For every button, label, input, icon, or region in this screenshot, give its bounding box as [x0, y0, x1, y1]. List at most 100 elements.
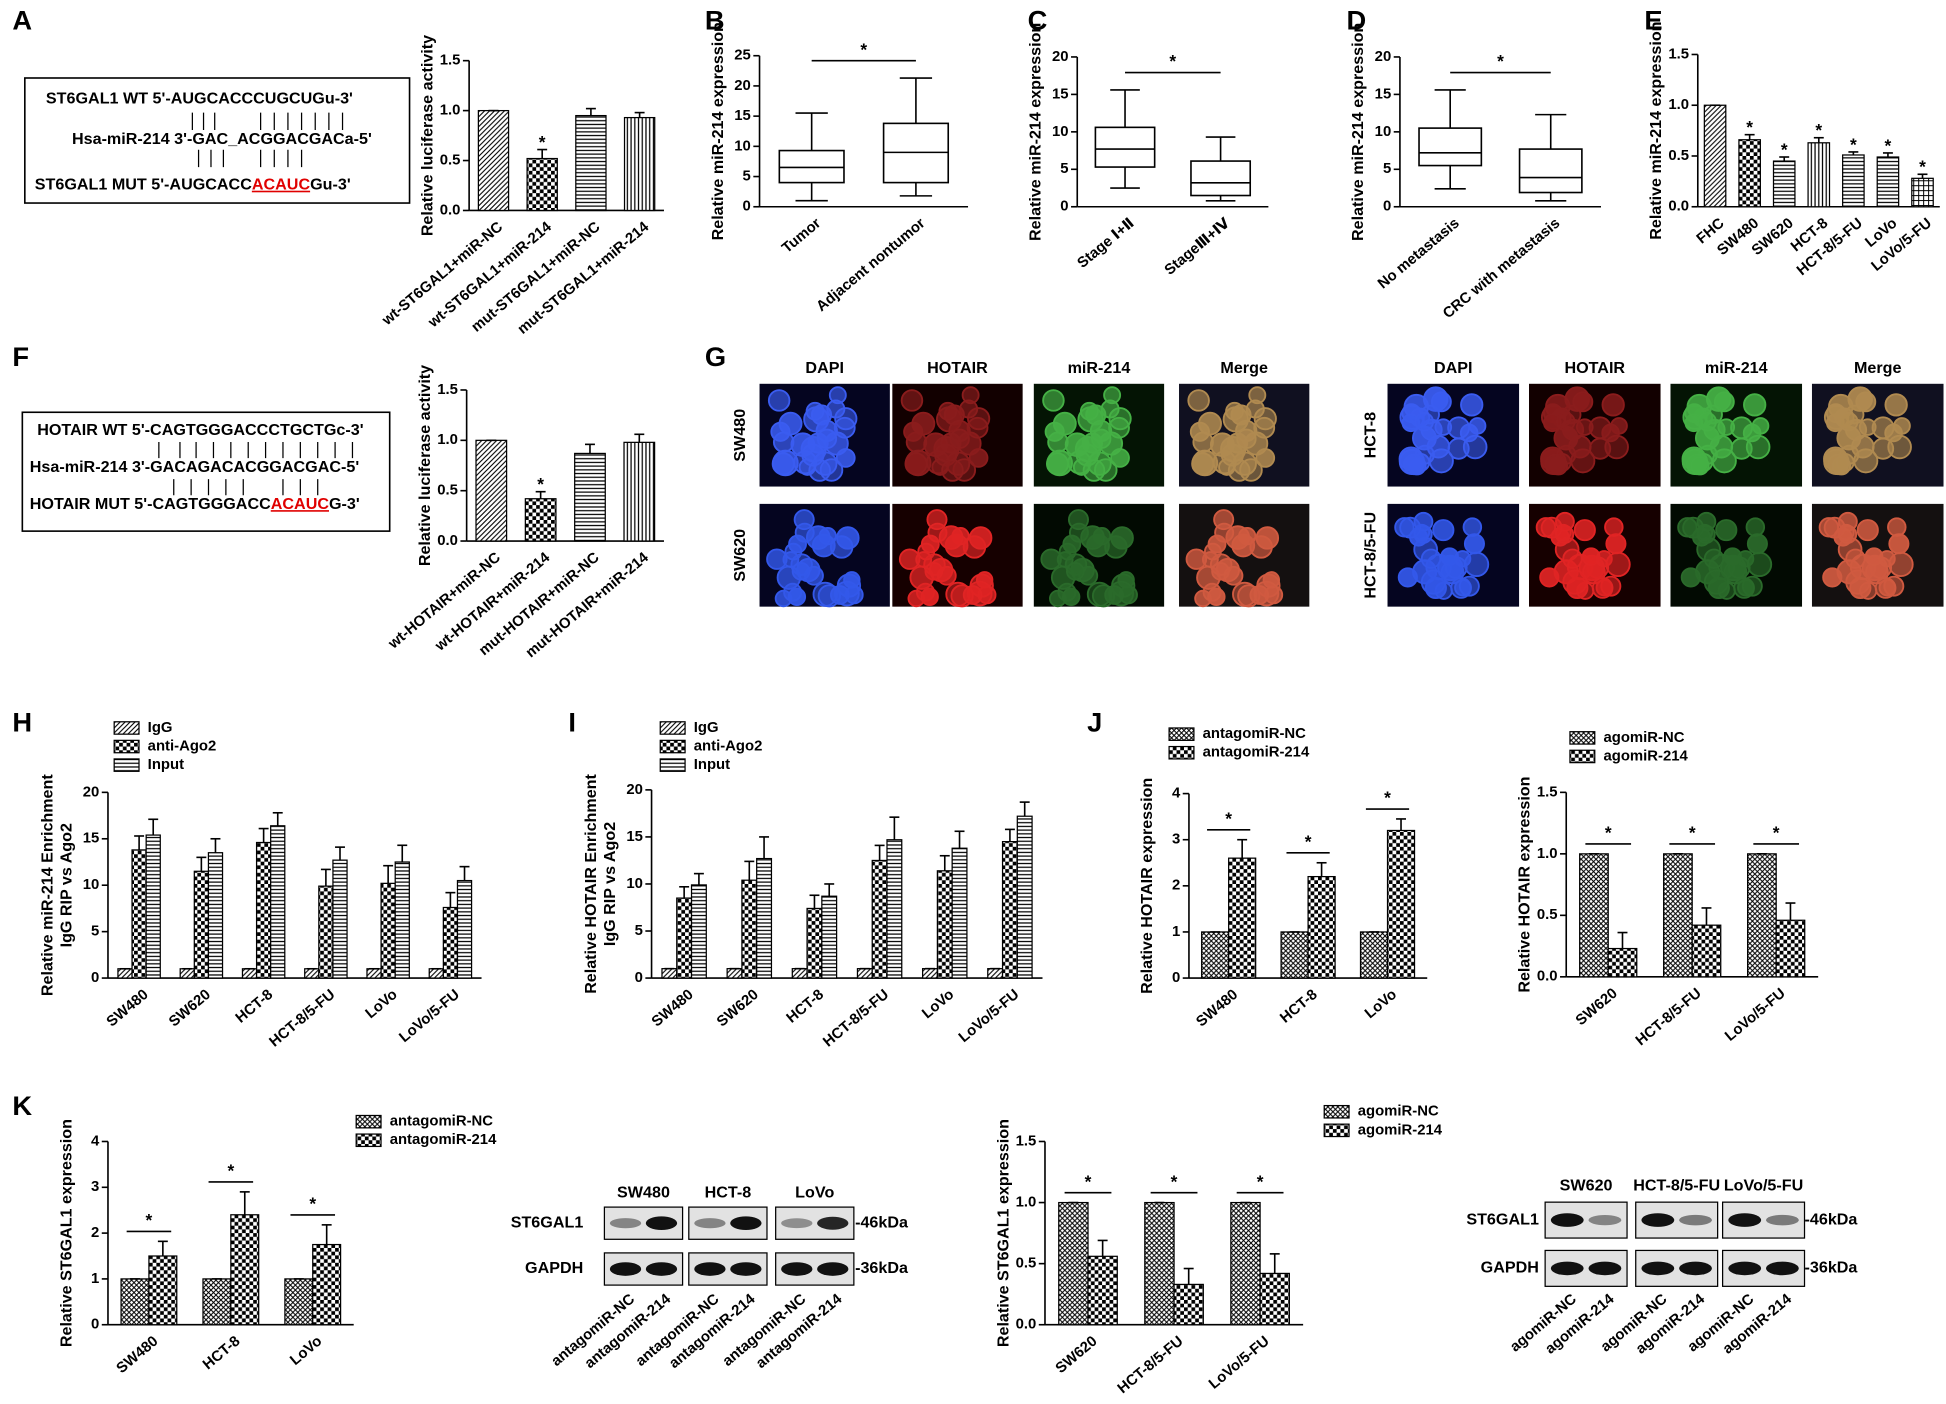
cell: [966, 416, 989, 439]
y-tick-label: 10: [1375, 124, 1392, 140]
legend-label: agomiR-NC: [1603, 730, 1684, 746]
y-tick-label: 20: [83, 784, 100, 800]
y-axis-label: Relative miR-214 expression: [1027, 23, 1045, 241]
cell: [1887, 517, 1907, 537]
cell: [1253, 416, 1276, 439]
cell: [1110, 448, 1130, 468]
significance: *: [1225, 808, 1232, 828]
error-bar: [134, 835, 145, 850]
cell: [917, 542, 936, 561]
sequence-part: Gu-3': [310, 176, 351, 194]
y-tick-label: 1.0: [440, 103, 461, 119]
cell: [1682, 516, 1705, 539]
y-tick-label: 1.0: [437, 432, 458, 448]
y-tick-label: 4: [1172, 786, 1181, 802]
cell: [1399, 516, 1422, 539]
cell: [1225, 401, 1244, 421]
sequence-line: HOTAIR MUT 5'-CAGTGGGACCACAUCG-3': [30, 495, 360, 513]
y-tick-label: 2: [1172, 878, 1180, 894]
bar: [456, 879, 473, 979]
bar: [1359, 931, 1389, 979]
x-tick-label: HCT-8: [1277, 987, 1320, 1027]
y-axis-label: Relative luciferase activity: [416, 365, 434, 566]
y-tick-label: 0.5: [1668, 148, 1689, 164]
bar: [255, 841, 272, 979]
bar: [1386, 829, 1416, 979]
legend-swatch: [355, 1133, 382, 1148]
cell: [805, 401, 825, 421]
bar: [661, 968, 678, 979]
panel-label: I: [568, 706, 576, 737]
x-tick-label: HCT-8/5-FU: [267, 987, 339, 1051]
cell: [1570, 448, 1596, 474]
error-bar: [939, 854, 950, 871]
x-tick-label: LoVo/5-FU: [1722, 985, 1788, 1044]
y-axis-label: IgG RIP vs Ago2: [601, 822, 619, 946]
legend-label: IgG: [148, 720, 173, 736]
bar: [1579, 853, 1609, 978]
x-tick-label: HCT-8/5-FU: [820, 987, 892, 1051]
cell: [1733, 577, 1755, 599]
error-bar: [397, 844, 408, 862]
y-tick-label: 25: [734, 48, 751, 64]
error-bar: [239, 1191, 250, 1215]
cell: [1717, 418, 1736, 436]
bar: [1775, 919, 1806, 978]
cell: [771, 452, 795, 476]
cell: [949, 428, 970, 450]
error-bar: [1744, 133, 1755, 140]
x-tick-label: LoVo: [287, 1333, 325, 1368]
cell: [1573, 519, 1596, 542]
bar: [1772, 160, 1796, 208]
error-bar: [320, 868, 331, 887]
band: [1641, 1261, 1675, 1276]
micrograph: [1033, 383, 1165, 487]
x-tick-label: Tumor: [779, 215, 824, 256]
column-header: Merge: [1220, 359, 1268, 377]
y-tick-label: 15: [83, 831, 100, 847]
cell: [1853, 448, 1879, 474]
cell: [905, 431, 928, 453]
cell: [1604, 434, 1629, 460]
bar: [1842, 154, 1865, 208]
micrograph: [1529, 503, 1661, 607]
cell: [1539, 567, 1560, 588]
error-bar: [1316, 861, 1327, 877]
size-marker: -36kDa: [1805, 1259, 1859, 1277]
x-tick-label: SW480: [114, 1333, 162, 1377]
bar: [117, 968, 133, 979]
significance: *: [539, 132, 546, 152]
y-tick-label: 10: [626, 876, 643, 892]
significance: *: [1257, 1171, 1264, 1191]
cell: [1211, 562, 1230, 581]
error-bar: [1183, 1267, 1194, 1285]
cell: [1207, 587, 1226, 607]
cell: [1713, 391, 1735, 413]
error-bar: [1882, 152, 1893, 158]
error-bar: [196, 856, 207, 872]
row-label: HCT-8: [1362, 412, 1380, 459]
x-tick-label: HCT-8: [784, 987, 827, 1027]
x-tick-label: No metastasis: [1375, 215, 1463, 292]
error-bar: [459, 865, 470, 881]
y-tick-label: 4: [91, 1133, 100, 1149]
x-tick-label: LoVo: [919, 987, 957, 1022]
y-tick-label: 1.0: [1016, 1194, 1037, 1210]
bar: [1807, 142, 1831, 208]
cell: [1711, 448, 1737, 474]
error-bar: [335, 846, 345, 861]
y-tick-label: 3: [91, 1179, 99, 1195]
y-tick-label: 2: [91, 1225, 99, 1241]
cell: [962, 585, 983, 605]
cell: [938, 525, 964, 550]
error-bar: [1701, 907, 1712, 926]
y-tick-label: 0: [91, 970, 99, 986]
legend-swatch: [1323, 1104, 1350, 1119]
cell: [1575, 418, 1594, 436]
x-tick-label: HCT-8: [200, 1333, 243, 1373]
cell: [1548, 456, 1569, 476]
cell: [808, 459, 831, 482]
bar: [318, 885, 334, 979]
